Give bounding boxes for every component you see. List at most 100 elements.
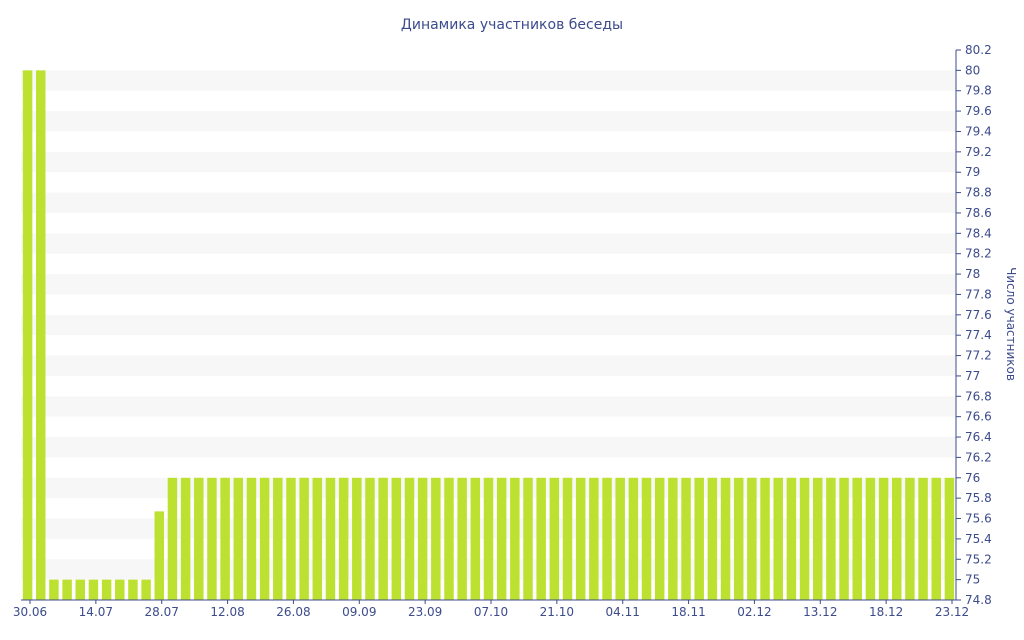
grid-band [21, 396, 956, 417]
bar [431, 477, 441, 600]
grid-band [21, 151, 956, 173]
x-ticks: 30.06 14.07 28.07 12.08 26.08 09.09 23.09 07.10… [13, 600, 969, 619]
y-tick-label: 78.4 [965, 226, 992, 240]
bar [207, 477, 217, 600]
y-tick-label: 79.8 [965, 84, 992, 98]
bar [22, 70, 33, 601]
bar [496, 477, 507, 600]
bar [194, 477, 204, 600]
y-tick-label: 78.8 [965, 186, 992, 200]
x-tick-label: 02.12 [737, 605, 771, 619]
bar [62, 579, 72, 600]
bar [536, 477, 546, 600]
y-tick-label: 74.8 [965, 593, 992, 607]
bar [444, 477, 454, 600]
bar [352, 477, 362, 600]
bar [931, 477, 941, 600]
bar [88, 579, 99, 600]
y-tick-label: 75 [965, 573, 980, 587]
bar [128, 579, 138, 600]
bar [36, 70, 46, 601]
y-axis-label: Число участников [1004, 267, 1018, 381]
grid-band [21, 70, 956, 91]
bar [562, 477, 573, 600]
y-tick-label: 75.8 [965, 491, 992, 505]
bar [299, 477, 309, 600]
grid-band [21, 111, 956, 132]
bar [575, 477, 586, 600]
y-tick-label: 78 [965, 267, 980, 281]
bar [378, 477, 388, 600]
x-tick-label: 09.09 [342, 605, 376, 619]
bar [233, 477, 244, 600]
bar [865, 477, 876, 600]
y-tick-label: 76.8 [965, 389, 992, 403]
x-tick-label: 18.12 [869, 605, 903, 619]
bar [259, 477, 270, 600]
y-tick-label: 77.2 [965, 349, 992, 363]
bar [49, 579, 59, 600]
bar [75, 579, 86, 600]
grid-band [21, 437, 956, 458]
y-tick-label: 80 [965, 63, 980, 77]
bar [852, 477, 862, 600]
bar [839, 477, 849, 600]
y-tick-label: 77.8 [965, 287, 992, 301]
y-tick-label: 78.6 [965, 206, 992, 220]
y-tick-label: 79.6 [965, 104, 992, 118]
bar [417, 477, 428, 600]
grid-band [21, 233, 956, 254]
bar [510, 477, 520, 600]
bar [167, 477, 178, 600]
y-tick-label: 77.6 [965, 308, 992, 322]
x-tick-label: 04.11 [606, 605, 640, 619]
bar [615, 477, 625, 600]
bar [641, 477, 652, 600]
bar [918, 477, 928, 600]
bar [246, 477, 257, 600]
bar [905, 477, 915, 600]
y-tick-label: 77.4 [965, 328, 992, 342]
grid-band [21, 314, 956, 336]
bar [273, 477, 283, 600]
bar [891, 477, 902, 600]
y-tick-label: 77 [965, 369, 980, 383]
bar [799, 477, 810, 600]
y-tick-label: 79.4 [965, 124, 992, 138]
bar [470, 477, 481, 600]
bar [115, 579, 125, 600]
bar [101, 579, 112, 600]
bar [325, 477, 336, 600]
bar [786, 477, 797, 600]
y-tick-label: 76.2 [965, 450, 992, 464]
bar [483, 477, 494, 600]
bar [707, 477, 718, 600]
x-tick-label: 26.08 [276, 605, 310, 619]
x-tick-label: 23.12 [935, 605, 969, 619]
chart-title: Динамика участников беседы [401, 17, 623, 33]
bar [654, 477, 665, 600]
y-tick-label: 79 [965, 165, 980, 179]
bar [404, 477, 415, 600]
bar [760, 477, 770, 600]
bar [549, 477, 560, 600]
bar [457, 477, 467, 600]
bar [180, 477, 191, 600]
bar [747, 477, 757, 600]
bar [878, 477, 889, 600]
x-tick-label: 21.10 [540, 605, 574, 619]
bar [602, 477, 612, 600]
x-tick-label: 07.10 [474, 605, 508, 619]
y-tick-label: 75.2 [965, 552, 992, 566]
bar [944, 477, 955, 600]
bar [365, 477, 375, 600]
grid-bands [21, 70, 956, 580]
bar [589, 477, 599, 600]
bar [826, 477, 836, 600]
bar [812, 477, 823, 600]
bar [694, 477, 704, 600]
bar [286, 477, 296, 600]
bar [668, 477, 678, 600]
y-tick-label: 76 [965, 471, 980, 485]
